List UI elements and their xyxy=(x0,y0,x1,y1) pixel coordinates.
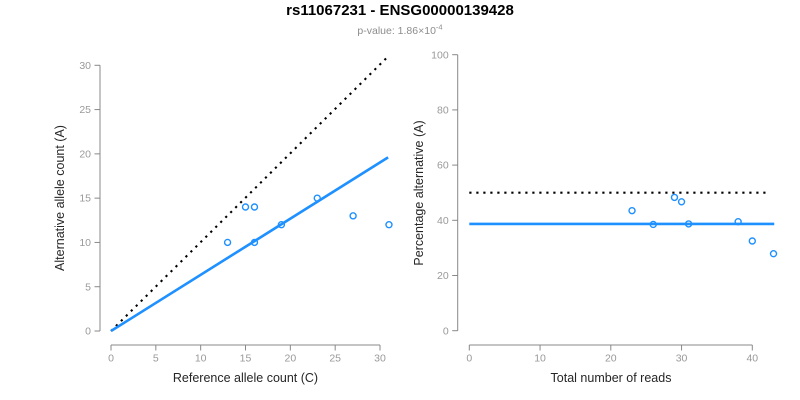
p-value-exponent: -4 xyxy=(435,22,443,32)
y-tick-label: 20 xyxy=(437,270,449,282)
x-tick-label: 15 xyxy=(240,353,252,365)
x-tick-label: 40 xyxy=(746,353,758,365)
y-tick-label: 20 xyxy=(79,148,91,160)
x-tick-label: 0 xyxy=(466,353,472,365)
p-value-text: p-value: 1.86×10 xyxy=(357,25,436,37)
x-axis-title: Reference allele count (C) xyxy=(173,371,318,385)
x-tick-label: 10 xyxy=(195,353,207,365)
y-tick-label: 0 xyxy=(85,326,91,338)
x-axis-title: Total number of reads xyxy=(551,371,672,385)
regression-line xyxy=(110,156,389,333)
x-tick-label: 20 xyxy=(284,353,296,365)
y-axis-title: Alternative allele count (A) xyxy=(53,125,67,271)
data-point xyxy=(250,238,259,247)
data-point xyxy=(670,193,679,202)
x-tick-label: 30 xyxy=(374,353,386,365)
x-tick-label: 0 xyxy=(108,353,114,365)
data-point xyxy=(277,221,286,229)
data-point xyxy=(628,206,636,215)
data-point xyxy=(769,249,778,258)
data-point xyxy=(313,194,321,202)
data-point xyxy=(734,217,742,226)
p-value-subtitle: p-value: 1.86×10-4 xyxy=(0,22,800,37)
data-point xyxy=(223,238,232,247)
y-tick-label: 60 xyxy=(437,160,449,172)
data-point xyxy=(677,198,686,206)
y-tick-label: 25 xyxy=(79,104,91,116)
data-point xyxy=(649,220,657,229)
page-title: rs11067231 - ENSG00000139428 xyxy=(286,2,514,19)
data-point xyxy=(349,212,357,220)
y-tick-label: 30 xyxy=(79,60,91,72)
y-tick-label: 40 xyxy=(437,215,449,227)
x-tick-label: 10 xyxy=(534,353,546,365)
data-point xyxy=(250,203,259,211)
y-tick-label: 0 xyxy=(443,325,449,337)
y-tick-label: 80 xyxy=(437,105,449,117)
y-tick-label: 100 xyxy=(431,49,449,61)
x-tick-label: 20 xyxy=(605,353,617,365)
data-point xyxy=(385,221,393,229)
data-point xyxy=(241,203,250,211)
x-tick-label: 30 xyxy=(676,353,688,365)
y-tick-label: 10 xyxy=(79,237,91,249)
x-tick-label: 25 xyxy=(329,353,341,365)
y-tick-label: 5 xyxy=(85,281,91,293)
identity-line xyxy=(110,56,389,332)
x-tick-label: 5 xyxy=(153,353,159,365)
y-tick-label: 15 xyxy=(79,193,91,205)
y-axis-title: Percentage alternative (A) xyxy=(412,120,426,265)
data-point xyxy=(748,237,756,245)
data-point xyxy=(684,220,693,228)
